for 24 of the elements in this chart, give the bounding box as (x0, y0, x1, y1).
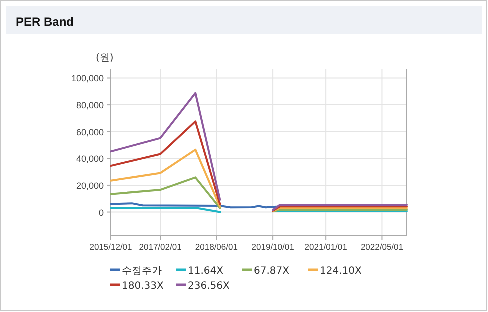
legend-label: 180.33X (122, 281, 164, 292)
x-tick-label: 2022/05/01 (360, 242, 404, 252)
x-tick-label: 2019/10/01 (252, 242, 295, 252)
line-series (110, 148, 222, 208)
x-tick-label: 2017/02/01 (139, 242, 182, 252)
y-tick-label: 60,000 (76, 127, 104, 138)
y-tick-label: 0 (98, 208, 104, 218)
legend-label: 67.87X (254, 266, 290, 277)
legend-label: 11.64X (188, 266, 224, 277)
legend-label: 124.10X (320, 266, 362, 277)
line-series (110, 120, 222, 206)
y-axis-title: (원) (96, 53, 114, 64)
line-series (110, 176, 222, 210)
chart-title: PER Band (16, 15, 74, 29)
x-tick-label: 2015/12/01 (90, 242, 133, 252)
y-tick-label: 20,000 (76, 180, 104, 191)
x-tick-label: 2021/01/01 (304, 242, 348, 252)
y-tick-label: 80,000 (76, 100, 104, 111)
line-series (110, 92, 222, 201)
legend-label: 236.56X (188, 281, 230, 292)
x-tick-label: 2018/06/01 (195, 242, 238, 252)
y-tick-label: 100,000 (71, 74, 104, 84)
legend-label: 수정주가 (122, 266, 162, 277)
y-tick-label: 40,000 (76, 154, 104, 164)
